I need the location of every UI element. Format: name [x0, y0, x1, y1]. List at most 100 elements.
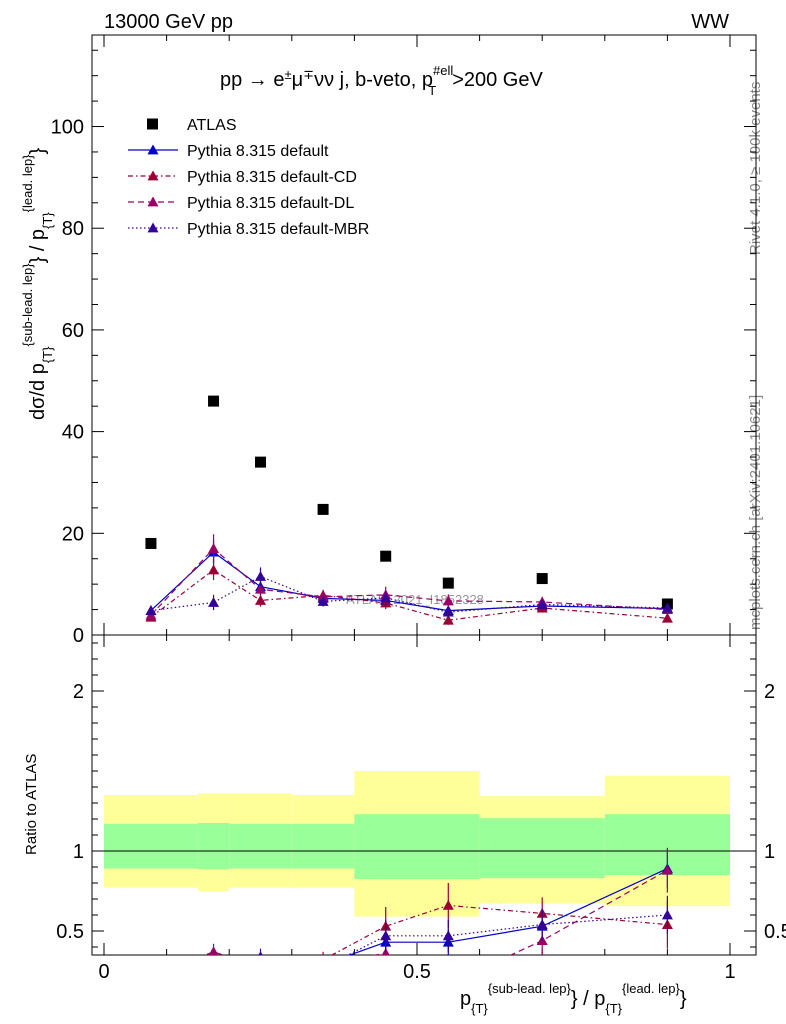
main-marker-square: [255, 456, 266, 468]
title-sub: T: [428, 83, 436, 98]
main-marker-triangle: [442, 595, 454, 606]
ratio-marker-triangle: [380, 930, 392, 941]
main-marker-triangle: [255, 583, 266, 594]
ratio-xtick-label: 0.5: [403, 961, 431, 983]
ratio-marker-triangle: [208, 983, 219, 993]
main-ytick-label: 60: [62, 320, 84, 342]
main-marker-triangle: [661, 612, 673, 623]
ylabel-g: }: [27, 147, 49, 154]
main-marker-square: [536, 573, 548, 585]
ratio-band-green: [104, 823, 198, 869]
xlabel-g: }: [680, 988, 687, 1010]
main-marker-square: [208, 395, 220, 407]
x-axis-label: p{T}{sub-lead. lep}} / p{T}{lead. lep}}: [460, 981, 687, 1016]
ratio-band-green: [479, 818, 605, 879]
main-marker-triangle: [661, 602, 673, 613]
main-marker-triangle: [208, 596, 220, 607]
legend-label: Pythia 8.315 default: [187, 143, 329, 160]
ylabel-a: dσ/d p: [27, 363, 49, 420]
main-marker-square: [317, 503, 329, 515]
main-marker-square: [380, 550, 392, 562]
main-marker-square: [442, 577, 454, 589]
xlabel-f: {lead. lep}: [622, 981, 680, 996]
main-ticks: 0 20 40 60 80 100: [51, 35, 756, 647]
ratio-ticks: 0.5 0.5 1 1 2 2 0 0.5 1: [56, 635, 786, 983]
main-title: pp → e±μ∓νν j, b-veto, p#ell T >200 GeV: [220, 63, 543, 98]
legend-marker-square: [147, 118, 158, 130]
title-post: νν j, b-veto, p: [314, 69, 433, 91]
main-ytick-label: 80: [62, 218, 84, 240]
main-marker-triangle: [145, 605, 157, 615]
main-marker-triangle: [442, 606, 454, 617]
ratio-band-green: [291, 823, 355, 869]
main-marker-triangle: [208, 564, 220, 575]
legend-label: ATLAS: [187, 117, 237, 134]
ratio-marker-triangle: [443, 978, 454, 988]
ratio-marker-triangle: [255, 961, 266, 971]
xlabel-c: {sub-lead. lep}: [488, 981, 572, 996]
legend-marker-triangle: [147, 222, 159, 233]
process-label: WW: [691, 11, 729, 33]
xlabel-e: {T}: [605, 1001, 622, 1016]
ratio-series-line: [210, 868, 668, 955]
main-series: [145, 395, 673, 625]
legend-marker-triangle: [147, 170, 159, 181]
energy-label: 13000 GeV pp: [104, 11, 233, 33]
xlabel-a: p: [460, 988, 471, 1010]
ratio-marker-triangle: [255, 974, 266, 984]
xlabel-b: {T}: [471, 1001, 488, 1016]
main-ytick-label: 20: [62, 523, 84, 545]
ylabel-b: {T}: [40, 346, 55, 363]
ratio-ytick-label: 1: [73, 841, 84, 863]
ratio-ytick-label: 0.5: [56, 921, 84, 943]
ratio-marker-triangle: [145, 962, 156, 972]
ylabel-f: {lead. lep}: [20, 154, 35, 212]
main-marker-triangle: [255, 594, 266, 605]
ratio-marker-triangle: [661, 864, 673, 875]
ratio-marker-triangle: [208, 946, 219, 955]
main-marker-triangle: [255, 571, 266, 581]
title-pre: pp → e: [220, 69, 284, 91]
ratio-marker-triangle: [255, 962, 266, 972]
main-series-line: [150, 569, 668, 621]
main-marker-triangle: [536, 598, 548, 609]
ratio-marker-triangle: [442, 930, 454, 941]
ratio-bands: [92, 771, 756, 917]
ratio-series-line: [330, 904, 668, 955]
ratio-series-line: [203, 869, 668, 955]
ratio-marker-triangle: [258, 951, 263, 955]
ratio-ytick-label-right: 2: [764, 681, 775, 703]
ratio-marker-triangle: [318, 962, 329, 972]
legend-label: Pythia 8.315 default-CD: [187, 169, 357, 186]
ratio-xtick-label: 1: [724, 961, 735, 983]
main-marker-triangle: [208, 543, 220, 553]
ratio-marker-triangle: [318, 958, 329, 968]
ratio-band-green: [229, 823, 292, 869]
main-marker-triangle: [442, 614, 454, 625]
ratio-marker-triangle: [322, 954, 324, 955]
legend-label: Pythia 8.315 default-MBR: [187, 221, 369, 238]
main-marker-triangle: [317, 595, 329, 606]
ratio-ytick-label-right: 1: [764, 841, 775, 863]
ratio-band-green: [197, 823, 230, 870]
title-s1: ±: [284, 67, 291, 82]
ratio-ytick-label: 2: [73, 681, 84, 703]
title-sup: #ell: [433, 63, 453, 78]
legend: ATLAS Pythia 8.315 default Pythia 8.315 de…: [128, 117, 369, 238]
main-y-label: dσ/d p{T}{sub-lead. lep}} / p{T}{lead. l…: [20, 147, 55, 420]
ylabel-d: } / p: [27, 229, 49, 263]
ratio-y-label: Ratio to ATLAS: [23, 754, 40, 855]
ratio-marker-triangle: [536, 919, 548, 929]
ratio-band-green: [354, 814, 480, 879]
xlabel-d: } / p: [571, 988, 605, 1010]
main-ytick-label: 0: [73, 625, 84, 647]
ratio-ytick-label-right: 0.5: [764, 921, 786, 943]
ratio-marker-triangle: [145, 962, 156, 972]
ratio-marker-triangle: [442, 899, 454, 910]
ratio-marker-triangle: [661, 909, 673, 920]
legend-marker-triangle: [147, 144, 159, 155]
title-s2: ∓: [303, 67, 314, 82]
ylabel-e: {T}: [40, 212, 55, 229]
ratio-series: [145, 847, 673, 993]
